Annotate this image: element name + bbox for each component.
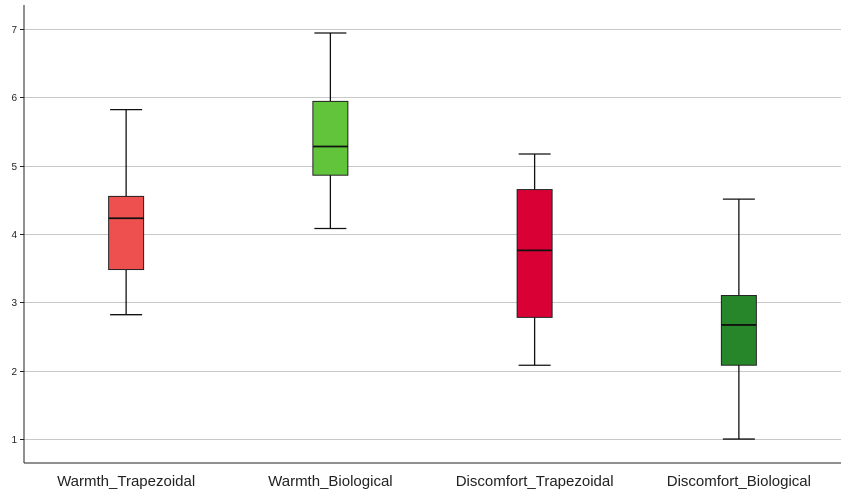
box-Discomfort_Trapezoidal — [516, 153, 553, 366]
box-Warmth_Biological — [312, 32, 349, 230]
x-axis-category-labels: Warmth_Trapezoidal Warmth_Biological Disco… — [57, 473, 811, 490]
iqr-box — [516, 189, 553, 318]
gridlines — [24, 29, 841, 440]
iqr-box — [312, 100, 349, 176]
boxes — [108, 32, 757, 440]
iqr-box — [108, 195, 145, 271]
y-tick-label: 2 — [11, 367, 17, 378]
y-axis-ticks: 1 2 3 4 5 6 7 — [11, 25, 24, 446]
x-category-label: Warmth_Biological — [268, 473, 393, 490]
y-tick-label: 6 — [11, 93, 17, 104]
x-category-label: Discomfort_Biological — [667, 473, 811, 490]
y-tick-label: 3 — [11, 298, 17, 309]
x-category-label: Warmth_Trapezoidal — [57, 473, 195, 490]
iqr-box — [720, 295, 757, 366]
y-tick-label: 1 — [11, 435, 17, 446]
y-tick-label: 4 — [11, 230, 17, 241]
x-category-label: Discomfort_Trapezoidal — [456, 473, 614, 490]
box-Discomfort_Biological — [720, 198, 757, 440]
box-Warmth_Trapezoidal — [108, 108, 145, 316]
y-tick-label: 7 — [11, 25, 17, 36]
y-tick-label: 5 — [11, 162, 17, 173]
